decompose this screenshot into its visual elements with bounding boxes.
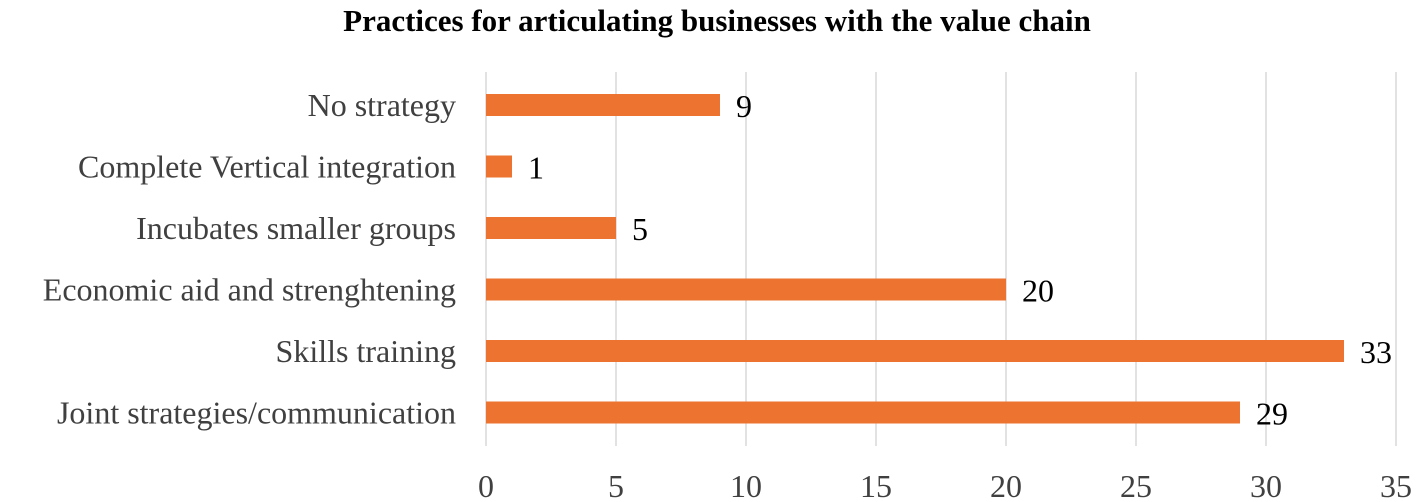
bar <box>486 278 1006 301</box>
x-tick-label: 0 <box>478 468 494 502</box>
x-tick-label: 25 <box>1120 468 1152 502</box>
gridlines <box>485 72 1397 446</box>
bar <box>486 217 616 239</box>
bar <box>486 340 1344 362</box>
data-label: 1 <box>528 150 544 186</box>
category-label: Complete Vertical integration <box>78 149 456 185</box>
data-label: 33 <box>1360 334 1392 370</box>
bar <box>486 401 1240 424</box>
category-label: Skills training <box>276 333 456 369</box>
data-label: 29 <box>1256 396 1288 432</box>
category-label: Economic aid and strenghtening <box>43 272 456 308</box>
x-tick-label: 30 <box>1250 468 1282 502</box>
category-label: Joint strategies/communication <box>57 395 456 431</box>
bar <box>486 155 512 178</box>
category-label: No strategy <box>308 87 456 123</box>
chart-title: Practices for articulating businesses wi… <box>343 3 1091 38</box>
data-label: 5 <box>632 211 648 247</box>
x-axis-tick-labels: 0 5 10 15 20 25 30 35 <box>478 468 1412 502</box>
bar <box>486 94 720 116</box>
x-tick-label: 15 <box>860 468 892 502</box>
data-label: 20 <box>1022 273 1054 309</box>
x-tick-label: 35 <box>1380 468 1412 502</box>
bars <box>486 94 1344 424</box>
x-tick-label: 10 <box>730 468 762 502</box>
data-label: 9 <box>736 88 752 124</box>
category-label: Incubates smaller groups <box>136 210 456 246</box>
x-tick-label: 20 <box>990 468 1022 502</box>
category-labels: No strategy Complete Vertical integration… <box>43 87 456 431</box>
x-tick-label: 5 <box>608 468 624 502</box>
data-labels: 9 1 5 20 33 29 <box>528 88 1392 432</box>
